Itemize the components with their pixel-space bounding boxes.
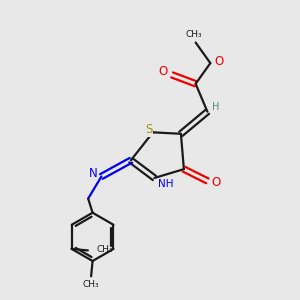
Text: O: O: [212, 176, 221, 189]
Text: H: H: [212, 102, 219, 112]
Text: CH₃: CH₃: [83, 280, 99, 289]
Text: O: O: [159, 65, 168, 79]
Text: S: S: [145, 124, 152, 136]
Text: CH₃: CH₃: [96, 245, 113, 254]
Text: O: O: [214, 55, 223, 68]
Text: CH₃: CH₃: [186, 30, 202, 39]
Text: N: N: [89, 167, 98, 180]
Text: NH: NH: [158, 179, 173, 190]
